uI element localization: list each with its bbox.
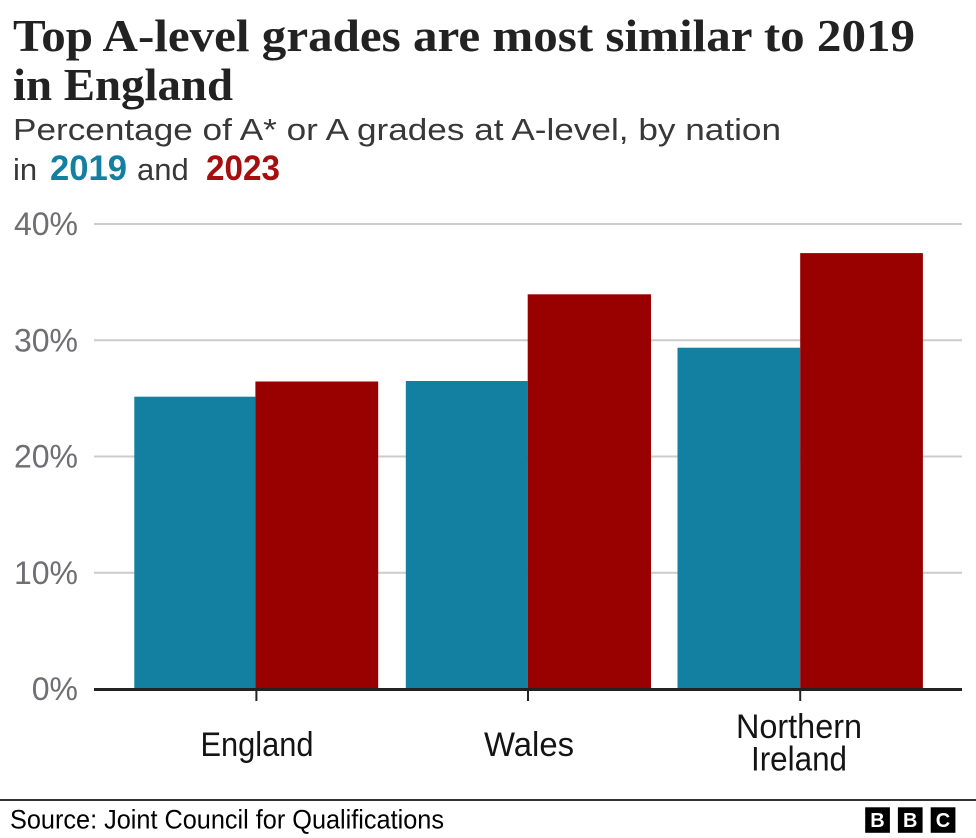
svg-text:B: B [903, 810, 917, 832]
svg-text:Percentage of A* or A grades a: Percentage of A* or A grades at A-level,… [13, 112, 781, 147]
svg-text:Top A-level grades are most si: Top A-level grades are most similar to 2… [13, 10, 915, 61]
svg-text:2023: 2023 [206, 149, 280, 188]
svg-text:0%: 0% [32, 671, 78, 707]
svg-text:Ireland: Ireland [751, 741, 847, 779]
svg-text:Wales: Wales [484, 726, 574, 764]
svg-text:England: England [201, 726, 314, 764]
svg-text:40%: 40% [14, 206, 78, 242]
svg-text:and: and [137, 152, 189, 187]
svg-text:30%: 30% [14, 322, 78, 358]
svg-text:Source: Joint Council for Qual: Source: Joint Council for Qualifications [10, 804, 444, 834]
svg-text:10%: 10% [14, 555, 78, 591]
svg-text:in: in [13, 152, 37, 187]
svg-text:Northern: Northern [736, 708, 862, 746]
svg-text:in England: in England [13, 59, 233, 110]
svg-text:20%: 20% [14, 439, 78, 475]
svg-text:C: C [936, 810, 950, 832]
svg-text:B: B [870, 810, 884, 832]
svg-text:2019: 2019 [50, 149, 127, 188]
